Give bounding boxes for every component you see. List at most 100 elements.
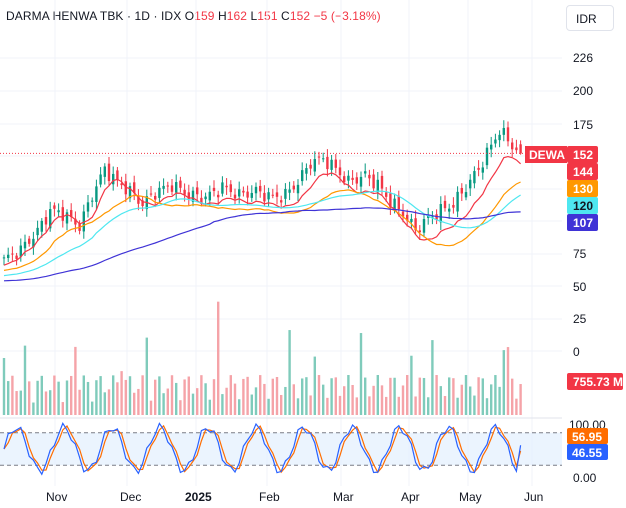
- volume-bar: [7, 381, 10, 415]
- volume-bar: [137, 388, 140, 415]
- time-label: May: [459, 490, 482, 504]
- candle-body: [330, 159, 333, 170]
- candle-body: [389, 193, 392, 208]
- candle-body: [502, 127, 505, 135]
- candle-body: [334, 159, 337, 168]
- candle-body: [515, 147, 518, 151]
- candle-body: [212, 187, 216, 192]
- ma4-tag-text: 107: [573, 216, 593, 230]
- candle-body: [494, 139, 497, 144]
- osc-d-tag: [567, 428, 608, 444]
- volume-bar: [448, 377, 451, 415]
- ma-line: [3, 190, 521, 277]
- volume-bar: [40, 375, 43, 415]
- candle-body: [86, 202, 90, 212]
- price-tick: 50: [573, 280, 587, 294]
- candle-body: [254, 186, 258, 194]
- candle-body: [204, 196, 207, 200]
- candle-body: [149, 193, 153, 195]
- candle-body: [351, 177, 354, 180]
- price-tags: DEWA 152 144 130 120 107 755.73 M 56.95 …: [525, 146, 623, 460]
- ma-line: [3, 155, 522, 266]
- candle-body: [208, 191, 211, 201]
- volume-tag: [567, 373, 623, 390]
- volume-bar: [460, 384, 463, 415]
- volume-bar: [309, 395, 312, 415]
- ma-line: [3, 181, 521, 271]
- volume-bar: [242, 378, 245, 415]
- candle-body: [28, 238, 31, 244]
- volume-bar: [162, 393, 165, 415]
- candle-body: [2, 257, 6, 259]
- candle-body: [259, 185, 262, 192]
- volume-bar: [196, 388, 199, 415]
- ma1-tag-text: 144: [573, 165, 593, 179]
- volume-bar: [233, 383, 237, 415]
- candle-body: [393, 198, 396, 211]
- osc-d-tag-text: 46.55: [572, 446, 602, 460]
- volume-bar: [44, 391, 48, 415]
- volume-bar: [124, 379, 127, 415]
- candle-body: [133, 182, 136, 193]
- candle-body: [229, 184, 232, 193]
- candle-body: [469, 179, 472, 189]
- ma4-tag: [567, 214, 598, 231]
- time-label: Nov: [46, 490, 67, 504]
- candle-body: [137, 196, 140, 204]
- volume-bar: [187, 376, 190, 415]
- candle-body: [410, 218, 413, 222]
- volume-bar: [208, 399, 211, 415]
- symbol-tag-text: DEWA: [529, 148, 565, 162]
- osc-band: [0, 432, 562, 466]
- volume-bar: [418, 377, 421, 415]
- volume-bar: [107, 389, 111, 415]
- volume-bar: [380, 385, 384, 415]
- symbol-tag: [525, 146, 567, 163]
- volume-bar: [498, 386, 501, 415]
- volume-bar: [254, 387, 258, 415]
- candle-body: [154, 195, 157, 200]
- candle-body: [418, 230, 421, 233]
- candle-body: [57, 210, 60, 213]
- candle-body: [23, 241, 27, 249]
- currency-button[interactable]: IDR: [566, 5, 614, 31]
- open-value: 159: [194, 9, 215, 23]
- volume-tag-text: 755.73 M: [573, 375, 623, 389]
- volume-bars: [2, 301, 522, 415]
- volume-bar: [435, 375, 438, 415]
- volume-bar: [464, 375, 468, 415]
- volume-bar: [2, 358, 6, 415]
- candle-body: [296, 184, 300, 194]
- candle-body: [200, 197, 203, 203]
- candle-body: [19, 245, 22, 257]
- candle-body: [464, 192, 468, 198]
- candle-body: [473, 171, 476, 184]
- candle-body: [166, 185, 169, 187]
- open-label: O: [184, 9, 195, 23]
- volume-bar: [53, 375, 56, 415]
- volume-bar: [296, 398, 300, 415]
- volume-bar: [343, 386, 346, 415]
- candle-body: [376, 179, 379, 193]
- last-price-tag: [567, 146, 598, 163]
- volume-bar: [452, 378, 455, 415]
- volume-bar: [250, 394, 253, 415]
- volume-bar: [351, 384, 354, 415]
- volume-bar: [284, 386, 287, 415]
- volume-bar: [212, 379, 216, 415]
- volume-bar: [263, 383, 266, 415]
- volume-bar: [28, 381, 31, 415]
- candle-body: [238, 189, 241, 197]
- candle-body: [368, 174, 371, 179]
- volume-bar: [154, 379, 157, 415]
- candle-body: [95, 186, 98, 202]
- candle-body: [372, 174, 375, 189]
- candle-body: [158, 187, 161, 198]
- volume-bar: [502, 350, 505, 415]
- volume-bar: [477, 377, 480, 415]
- candle-body: [490, 144, 493, 150]
- candle-body: [364, 171, 367, 174]
- volume-bar: [427, 397, 430, 415]
